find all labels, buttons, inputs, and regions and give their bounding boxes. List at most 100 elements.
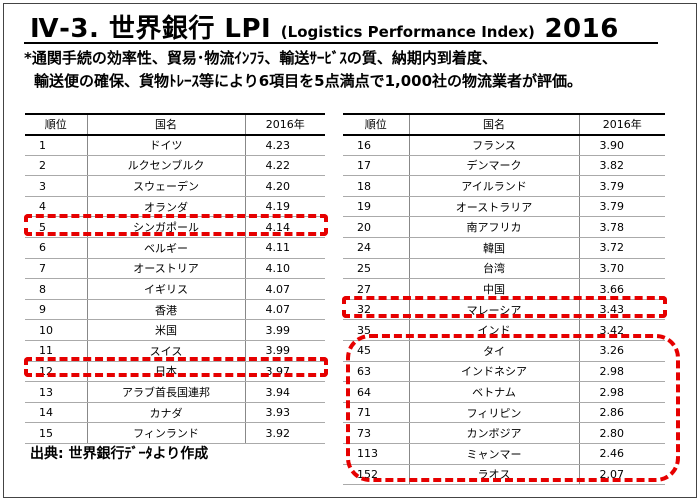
country-cell: 韓国 <box>408 237 579 259</box>
country-cell: ルクセンブルク <box>86 155 245 177</box>
title-year: 2016 <box>544 14 619 44</box>
score-cell: 3.78 <box>578 216 665 239</box>
rank-cell: 6 <box>25 237 87 259</box>
score-cell: 3.79 <box>578 196 665 218</box>
table-row: 64 ベトナム 2.98 <box>343 381 665 403</box>
table-header-row: 順位 国名 2016年 <box>343 114 665 136</box>
country-cell: スイス <box>86 340 245 362</box>
header-score: 2016年 <box>244 114 325 136</box>
country-cell: ベトナム <box>408 381 579 403</box>
score-cell: 4.20 <box>244 175 325 197</box>
table-row: 1 ドイツ 4.23 <box>25 134 325 156</box>
description-line-2: 輸送便の確保、貨物ﾄﾚｰｽ等により6項目を5点満点で1,000社の物流業者が評価… <box>34 72 583 90</box>
country-cell: 香港 <box>86 299 245 321</box>
score-cell: 3.26 <box>578 340 665 362</box>
table-row: 15 フィンランド 3.92 <box>25 422 325 444</box>
table-row: 24 韓国 3.72 <box>343 237 665 259</box>
score-cell: 3.99 <box>244 319 325 342</box>
country-cell: イギリス <box>86 278 245 300</box>
score-cell: 3.72 <box>578 237 665 259</box>
table-row: 4 オランダ 4.19 <box>25 196 325 218</box>
rank-cell: 9 <box>25 299 87 321</box>
highlight-malaysia <box>342 296 667 318</box>
header-country: 国名 <box>86 114 245 136</box>
rank-cell: 10 <box>25 319 87 342</box>
score-cell: 2.98 <box>578 361 665 383</box>
table-row: 18 アイルランド 3.79 <box>343 175 665 197</box>
country-cell: フランス <box>408 134 579 156</box>
table-row: 7 オーストリア 4.10 <box>25 258 325 280</box>
country-cell: ミャンマー <box>408 443 579 465</box>
header-rank: 順位 <box>25 114 87 136</box>
rank-cell: 15 <box>25 422 87 444</box>
country-cell: 南アフリカ <box>408 216 579 239</box>
country-cell: フィンランド <box>86 422 245 444</box>
rank-cell: 7 <box>25 258 87 280</box>
country-cell: 米国 <box>86 319 245 342</box>
title-underline <box>24 42 658 44</box>
country-cell: インドネシア <box>408 361 579 383</box>
rank-cell: 3 <box>25 175 87 197</box>
rank-cell: 18 <box>343 175 409 197</box>
table-header-row: 順位 国名 2016年 <box>25 114 325 136</box>
rank-cell: 63 <box>343 361 409 383</box>
country-cell: アラブ首長国連邦 <box>86 381 245 403</box>
rank-cell: 13 <box>25 381 87 403</box>
table-row: 71 フィリピン 2.86 <box>343 402 665 424</box>
description-line-1: *通関手続の効率性、貿易･物流ｲﾝﾌﾗ、輸送ｻｰﾋﾞｽの質、納期内到着度、 <box>24 49 497 67</box>
table-row: 3 スウェーデン 4.20 <box>25 175 325 197</box>
rank-cell: 14 <box>25 402 87 424</box>
table-row: 14 カナダ 3.93 <box>25 402 325 424</box>
score-cell: 3.92 <box>244 422 325 444</box>
country-cell: カナダ <box>86 402 245 424</box>
score-cell: 2.98 <box>578 381 665 403</box>
score-cell: 3.94 <box>244 381 325 403</box>
rank-cell: 19 <box>343 196 409 218</box>
country-cell: オーストラリア <box>408 196 579 218</box>
score-cell: 3.82 <box>578 155 665 177</box>
score-cell: 4.07 <box>244 278 325 300</box>
score-cell: 3.90 <box>578 134 665 156</box>
title-main: Ⅳ-3. 世界銀行 LPI <box>30 14 272 44</box>
score-cell: 3.99 <box>244 340 325 362</box>
score-cell: 4.11 <box>244 237 325 259</box>
table-row: 73 カンボジア 2.80 <box>343 422 665 444</box>
table-row: 13 アラブ首長国連邦 3.94 <box>25 381 325 403</box>
header-country: 国名 <box>408 114 579 136</box>
table-row: 8 イギリス 4.07 <box>25 278 325 300</box>
score-cell: 2.80 <box>578 422 665 444</box>
table-row: 20 南アフリカ 3.78 <box>343 216 665 239</box>
score-cell: 4.07 <box>244 299 325 321</box>
rank-cell: 20 <box>343 216 409 239</box>
country-cell: オーストリア <box>86 258 245 280</box>
highlight-singapore <box>24 214 328 236</box>
score-cell: 3.70 <box>578 258 665 280</box>
score-cell: 3.93 <box>244 402 325 424</box>
score-cell: 4.23 <box>244 134 325 156</box>
table-row: 6 ベルギー 4.11 <box>25 237 325 259</box>
country-cell: 台湾 <box>408 258 579 280</box>
table-row: 25 台湾 3.70 <box>343 258 665 280</box>
score-cell: 3.79 <box>578 175 665 197</box>
rank-cell: 71 <box>343 402 409 424</box>
header-rank: 順位 <box>343 114 409 136</box>
score-cell: 4.10 <box>244 258 325 280</box>
rank-cell: 2 <box>25 155 87 177</box>
country-cell: ドイツ <box>86 134 245 156</box>
table-row: 16 フランス 3.90 <box>343 134 665 156</box>
rank-cell: 8 <box>25 278 87 300</box>
table-row: 9 香港 4.07 <box>25 299 325 321</box>
country-cell: アイルランド <box>408 175 579 197</box>
rank-cell: 25 <box>343 258 409 280</box>
country-cell: ベルギー <box>86 237 245 259</box>
rank-cell: 17 <box>343 155 409 177</box>
country-cell: スウェーデン <box>86 175 245 197</box>
rank-cell: 24 <box>343 237 409 259</box>
score-cell: 2.86 <box>578 402 665 424</box>
table-row: 17 デンマーク 3.82 <box>343 155 665 177</box>
rank-cell: 64 <box>343 381 409 403</box>
rank-cell: 1 <box>25 134 87 156</box>
score-cell: 4.22 <box>244 155 325 177</box>
score-cell: 2.46 <box>578 443 665 465</box>
header-score: 2016年 <box>578 114 665 136</box>
